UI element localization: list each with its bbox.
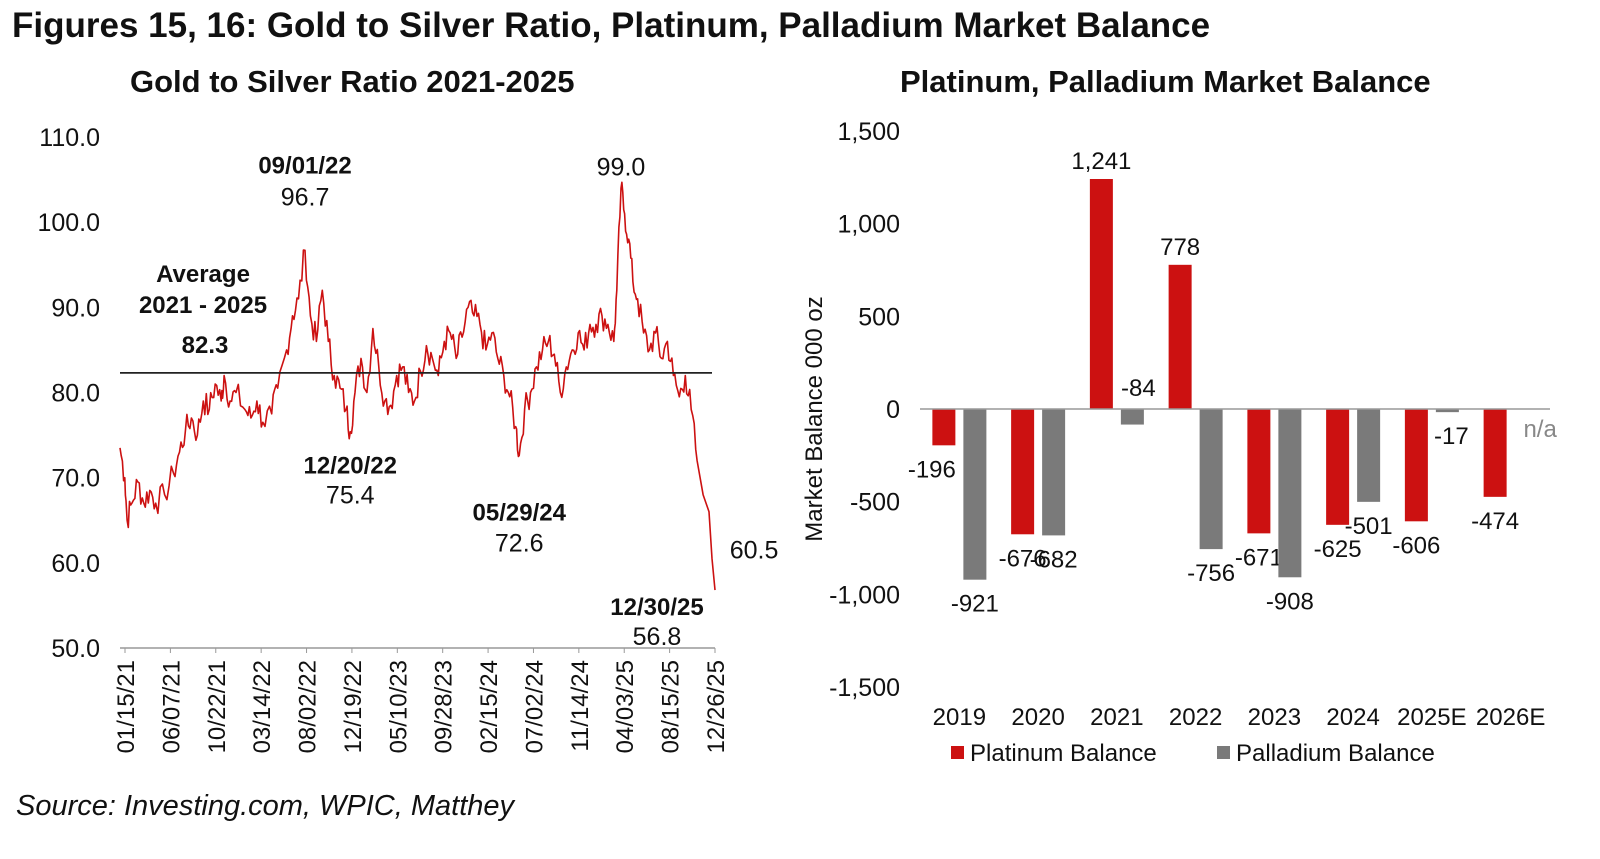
platinum-data-label: 778	[1160, 234, 1200, 261]
y-tick-label: 1,500	[837, 118, 900, 146]
platinum-bar	[1483, 409, 1507, 497]
palladium-bar	[1042, 409, 1066, 536]
category-label: 2020	[1011, 704, 1064, 731]
annotation-value: 60.5	[730, 537, 779, 565]
palladium-bar	[1435, 409, 1459, 413]
y-tick-label: 70.0	[51, 465, 100, 493]
y-tick-label: 90.0	[51, 294, 100, 322]
legend-swatch-palladium	[1217, 746, 1230, 759]
palladium-bar	[1357, 409, 1381, 502]
y-tick-label: -1,500	[829, 674, 900, 702]
platinum-bar	[1326, 409, 1350, 525]
x-tick-label: 01/15/21	[113, 660, 140, 753]
legend-label-palladium: Palladium Balance	[1236, 740, 1435, 767]
x-tick-label: 08/02/22	[295, 660, 322, 753]
y-tick-label: 1,000	[837, 211, 900, 239]
legend-swatch-platinum	[951, 746, 964, 759]
x-tick-label: 04/03/25	[612, 660, 639, 753]
category-label: 2021	[1090, 704, 1143, 731]
palladium-data-label: -17	[1434, 423, 1469, 450]
platinum-data-label: 1,241	[1071, 148, 1131, 175]
y-tick-label: 110.0	[39, 124, 100, 152]
annotation-value: 96.7	[281, 183, 330, 211]
source-note: Source: Investing.com, WPIC, Matthey	[16, 790, 515, 822]
category-label: 2023	[1248, 704, 1301, 731]
x-tick-label: 07/02/24	[521, 660, 548, 753]
platinum-bar	[1404, 409, 1428, 522]
y-tick-label: -500	[850, 489, 900, 517]
annotation-date: 12/20/22	[304, 453, 397, 480]
palladium-data-label: -682	[1030, 546, 1078, 573]
average-value-label: 82.3	[182, 332, 229, 359]
platinum-data-label: -676	[999, 545, 1047, 572]
x-tick-label: 03/14/22	[249, 660, 276, 753]
platinum-data-label: -474	[1471, 508, 1519, 535]
palladium-data-label: -84	[1121, 375, 1156, 402]
platinum-bar	[1011, 409, 1035, 535]
platinum-bar	[1168, 264, 1192, 409]
x-tick-label: 12/19/22	[340, 660, 367, 753]
annotation-date: 05/29/24	[473, 500, 567, 527]
left-chart-title: Gold to Silver Ratio 2021-2025	[130, 64, 575, 99]
y-tick-label: -1,000	[829, 581, 900, 609]
y-tick-label: 80.0	[51, 380, 100, 408]
x-tick-label: 06/07/21	[158, 660, 185, 753]
figure-title: Figures 15, 16: Gold to Silver Ratio, Pl…	[12, 6, 1211, 45]
annotation-value: 56.8	[633, 623, 682, 651]
annotation-date: 09/01/22	[258, 152, 351, 179]
palladium-bar	[1199, 409, 1223, 550]
category-label: 2025E	[1397, 704, 1466, 731]
market-balance-chart: 1,500 1,000 500 0 -500 -1,000 -1,500 Market Bal…	[801, 118, 1557, 767]
x-tick-label: 02/15/24	[476, 660, 503, 753]
right-chart-title: Platinum, Palladium Market Balance	[900, 64, 1431, 99]
gold-silver-ratio-chart: 110.0 100.0 90.0 80.0 70.0 60.0 50.0 01/15/21 06…	[37, 124, 779, 753]
category-label: 2019	[933, 704, 986, 731]
y-tick-label: 60.0	[51, 550, 100, 578]
palladium-data-label: -501	[1345, 513, 1393, 540]
legend-label-platinum: Platinum Balance	[970, 740, 1157, 767]
platinum-bar	[1089, 179, 1113, 409]
palladium-data-label: -756	[1187, 560, 1235, 587]
platinum-data-label: -671	[1235, 544, 1283, 571]
palladium-data-label: -921	[951, 591, 999, 618]
annotation-date: 12/30/25	[610, 594, 703, 621]
x-tick-label: 11/14/24	[567, 660, 594, 752]
palladium-bar	[1278, 409, 1302, 578]
palladium-bar	[1120, 409, 1144, 425]
y-tick-label: 100.0	[37, 209, 100, 237]
category-label: 2026E	[1476, 704, 1545, 731]
x-tick-label: 05/10/23	[385, 660, 412, 753]
x-tick-label: 12/26/25	[703, 660, 730, 753]
palladium-data-label: -908	[1266, 588, 1314, 615]
platinum-bar	[932, 409, 956, 446]
x-tick-label: 09/28/23	[431, 660, 458, 753]
average-label: Average	[156, 261, 250, 288]
platinum-data-label: -196	[908, 456, 956, 483]
category-label: 2024	[1326, 704, 1379, 731]
y-tick-label: 500	[858, 303, 900, 331]
y-axis-label: Market Balance 000 oz	[801, 296, 828, 541]
annotation-value: 99.0	[597, 154, 646, 182]
x-tick-label: 10/22/21	[204, 660, 231, 753]
category-label: 2022	[1169, 704, 1222, 731]
annotation-value: 75.4	[326, 482, 375, 510]
annotation-value: 72.6	[495, 530, 544, 558]
y-tick-label: 0	[886, 396, 900, 424]
palladium-data-label: n/a	[1523, 416, 1557, 443]
ratio-series-line	[119, 181, 716, 591]
palladium-bar	[963, 409, 987, 580]
platinum-data-label: -625	[1314, 536, 1362, 563]
platinum-data-label: -606	[1392, 532, 1440, 559]
average-period-label: 2021 - 2025	[139, 292, 267, 319]
y-tick-label: 50.0	[51, 635, 100, 663]
platinum-bar	[1247, 409, 1271, 534]
x-tick-label: 08/15/25	[658, 660, 685, 753]
